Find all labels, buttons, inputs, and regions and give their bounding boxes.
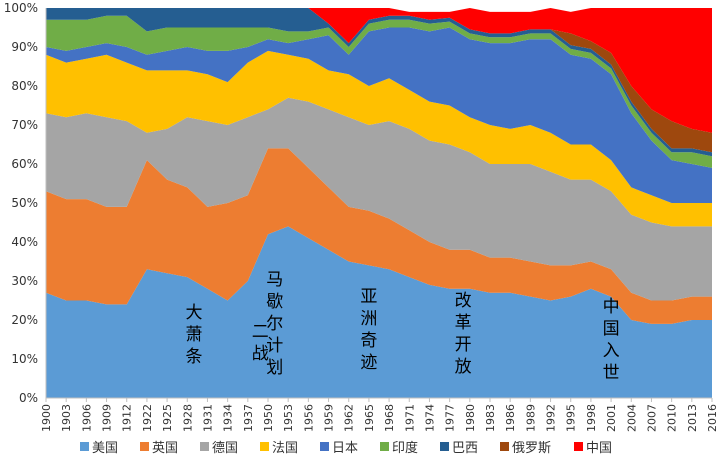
legend-label-7: 俄罗斯	[512, 441, 551, 456]
x-tick-label: 1903	[60, 404, 73, 432]
y-tick-label: 30%	[11, 274, 38, 288]
legend-label-1: 英国	[152, 441, 178, 456]
legend-swatch-2	[200, 442, 209, 451]
x-tick-label: 1977	[444, 404, 457, 432]
axes	[45, 8, 712, 399]
x-tick-label: 1971	[403, 404, 416, 432]
x-tick-label: 1959	[323, 404, 336, 432]
annotation-5: 中国入世	[603, 297, 620, 383]
x-tick-label: 1928	[181, 404, 194, 432]
legend-swatch-3	[260, 442, 269, 451]
x-tick-label: 1925	[161, 404, 174, 432]
y-tick-label: 100%	[4, 1, 38, 15]
x-tick-label: 1906	[80, 404, 93, 432]
x-tick-label: 2010	[666, 404, 679, 432]
x-tick-label: 1962	[343, 404, 356, 432]
annotation-3: 亚洲奇迹	[360, 287, 377, 373]
x-tick-label: 2013	[686, 404, 699, 432]
y-tick-label: 0%	[19, 391, 38, 405]
y-tick-label: 60%	[11, 157, 38, 171]
x-axis-ticks: 1900 1903 1906 1909 1912 1922 1925 1928 1931 1934…	[40, 398, 719, 432]
x-tick-label: 1965	[363, 404, 376, 432]
legend-swatch-6	[440, 442, 449, 451]
y-tick-label: 10%	[11, 352, 38, 366]
series-area-8	[46, 8, 712, 133]
x-tick-label: 1956	[302, 404, 315, 432]
x-tick-label: 1995	[565, 404, 578, 432]
legend-label-0: 美国	[92, 441, 118, 456]
legend-swatch-7	[500, 442, 509, 451]
x-tick-label: 1953	[282, 404, 295, 432]
annotation-4: 改革开放	[455, 291, 472, 377]
series-area-1	[46, 148, 712, 324]
x-tick-label: 1934	[222, 404, 235, 432]
x-tick-label: 1983	[484, 404, 497, 432]
series-areas	[46, 8, 712, 398]
legend-swatch-8	[574, 442, 583, 451]
x-tick-label: 1989	[524, 404, 537, 432]
x-tick-label: 1937	[242, 404, 255, 432]
annotation-1: 二战	[252, 322, 269, 364]
series-area-4	[46, 27, 712, 203]
series-area-2	[46, 97, 712, 301]
x-tick-label: 2004	[625, 404, 638, 432]
x-tick-label: 1931	[201, 404, 214, 432]
x-tick-label: 1909	[101, 404, 114, 432]
legend-swatch-1	[140, 442, 149, 451]
x-tick-label: 1992	[545, 404, 558, 432]
y-tick-label: 90%	[11, 40, 38, 54]
legend-label-4: 日本	[332, 441, 358, 456]
legend-swatch-0	[80, 442, 89, 451]
x-tick-label: 2001	[605, 404, 618, 432]
y-axis-ticks: 0% 10% 20% 30% 40% 50% 60% 70% 80% 90% 100%	[4, 1, 38, 405]
series-area-5	[46, 15, 712, 168]
legend-label-8: 中国	[586, 441, 612, 456]
x-tick-label: 1980	[464, 404, 477, 432]
y-tick-label: 70%	[11, 118, 38, 132]
x-tick-label: 2016	[706, 404, 719, 432]
x-tick-label: 1986	[504, 404, 517, 432]
x-tick-label: 1950	[262, 404, 275, 432]
legend-label-6: 巴西	[452, 441, 478, 456]
legend-swatch-4	[320, 442, 329, 451]
x-tick-label: 1912	[121, 404, 134, 432]
series-area-3	[46, 50, 712, 227]
legend-label-2: 德国	[212, 441, 238, 456]
annotation-0: 大萧条	[186, 303, 203, 367]
y-tick-label: 20%	[11, 313, 38, 327]
legend-label-5: 印度	[392, 440, 418, 456]
y-tick-label: 40%	[11, 235, 38, 249]
x-tick-label: 1998	[585, 404, 598, 432]
x-tick-label: 1974	[423, 404, 436, 432]
x-tick-label: 1922	[141, 404, 154, 432]
x-tick-label: 1968	[383, 404, 396, 432]
x-tick-label: 2007	[645, 404, 658, 432]
x-tick-label: 1900	[40, 404, 53, 432]
y-tick-label: 50%	[11, 196, 38, 210]
series-area-0	[46, 226, 712, 398]
legend-swatch-5	[380, 442, 389, 451]
annotation-2: 马歇尔计划	[266, 270, 283, 378]
legend: 美国 英国 德国 法国 日本 印度 巴西 俄罗斯 中国	[80, 440, 612, 456]
y-tick-label: 80%	[11, 79, 38, 93]
legend-label-3: 法国	[272, 441, 298, 456]
